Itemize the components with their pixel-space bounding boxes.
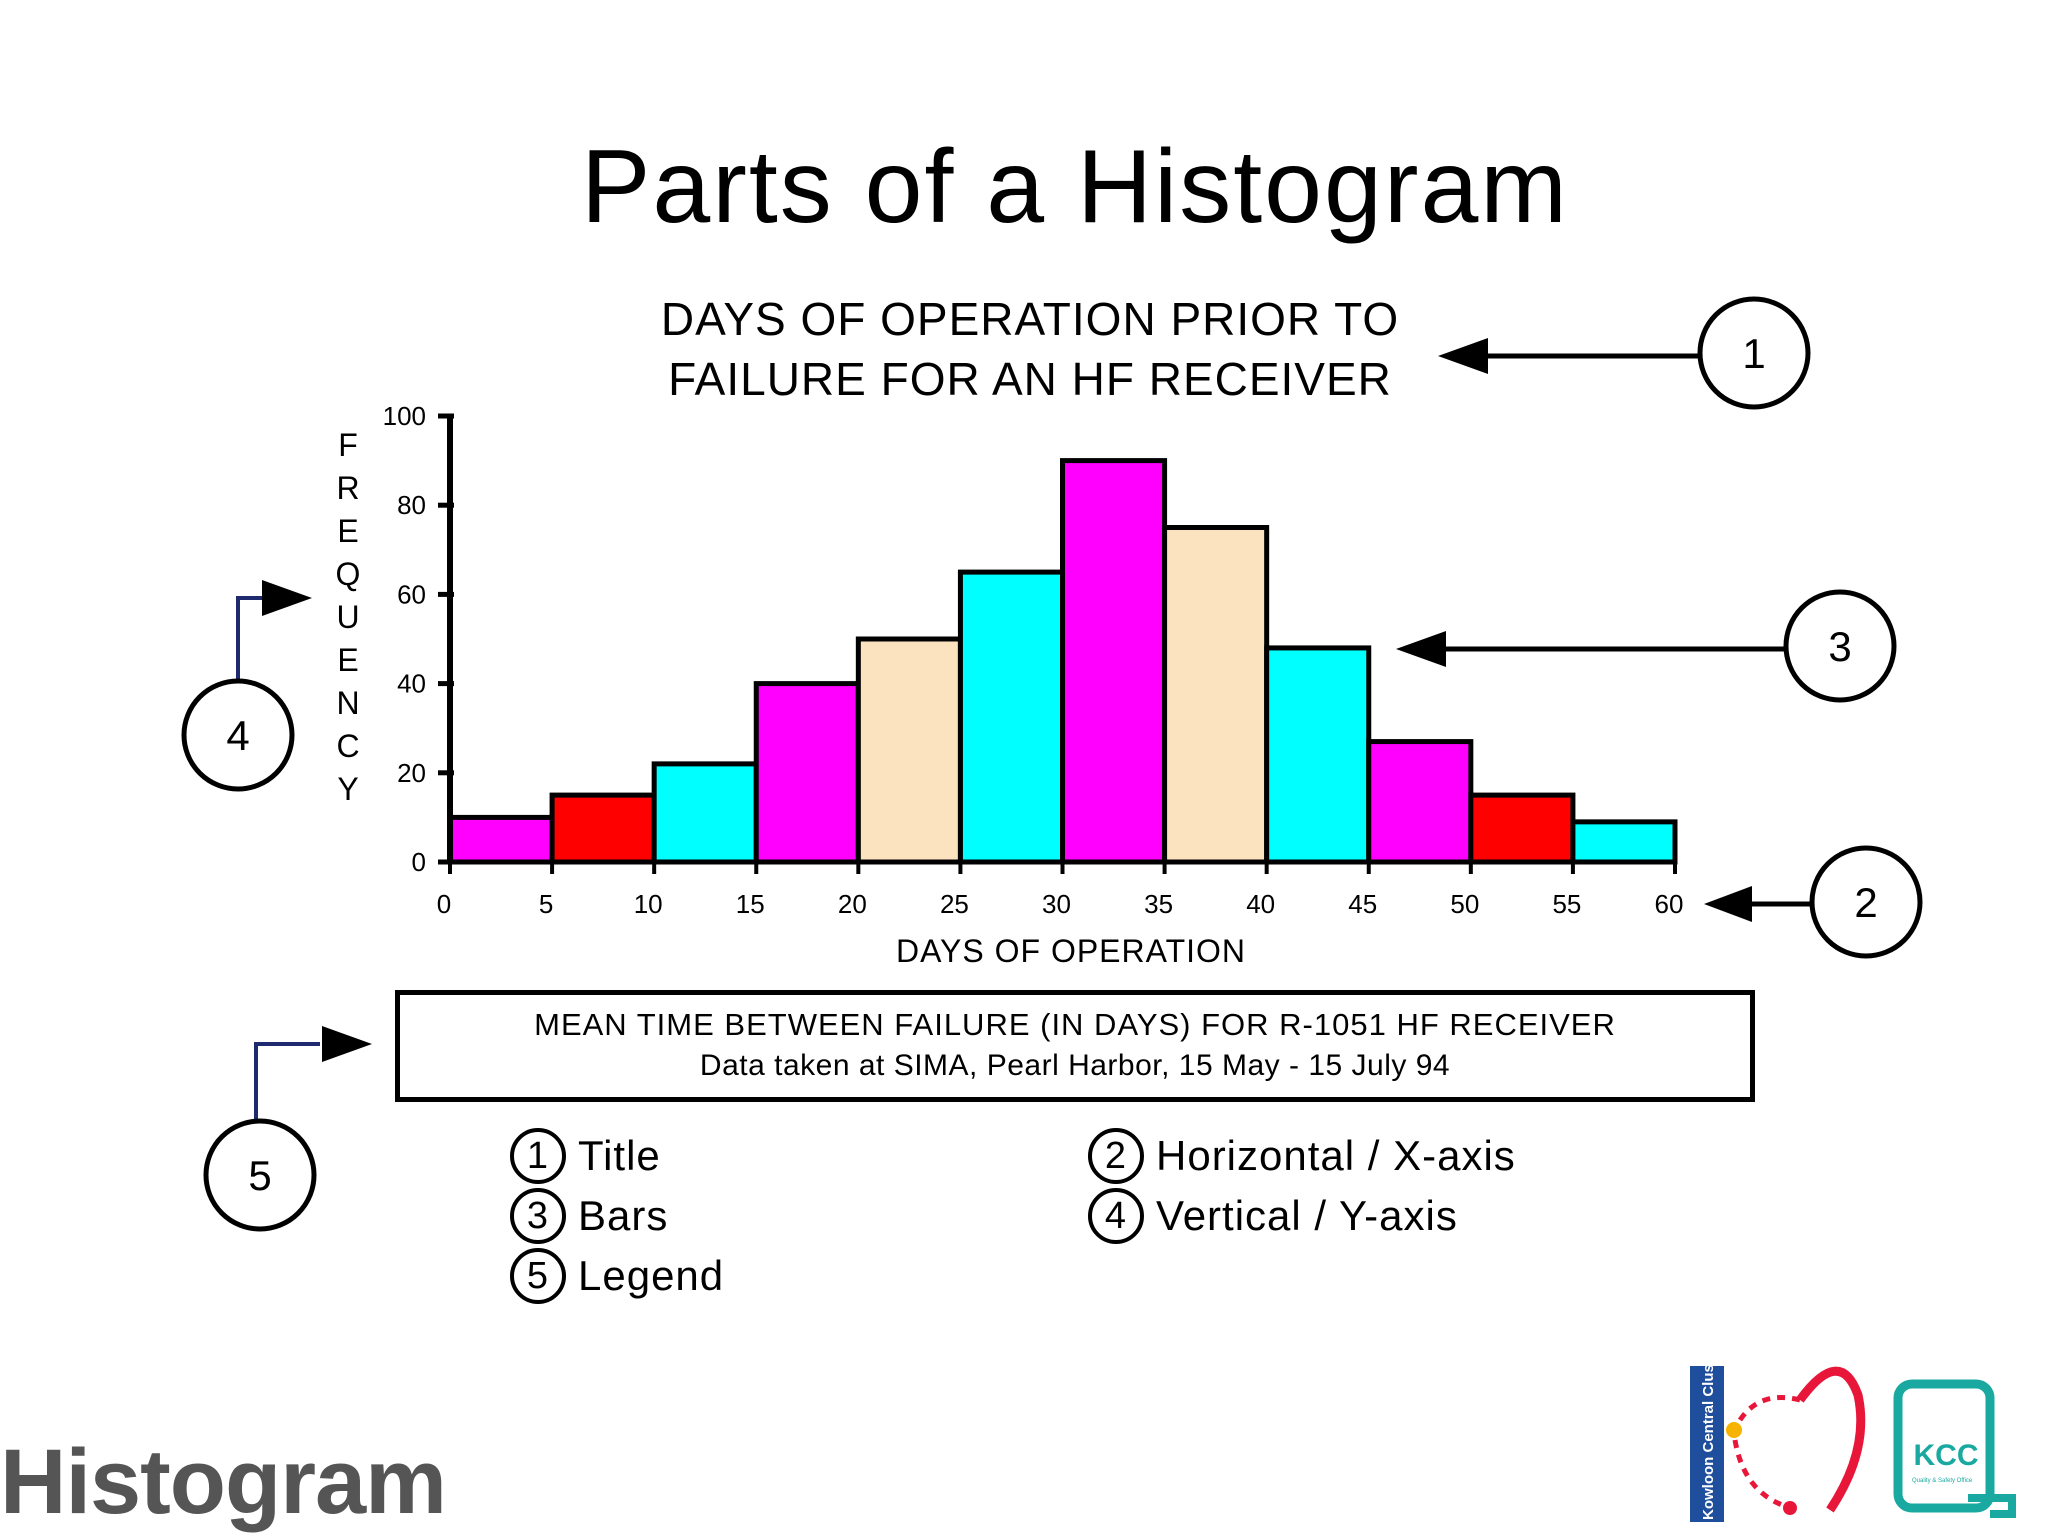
histogram-bar-5 (855, 636, 963, 865)
key-item-legend: 5 Legend (510, 1248, 724, 1304)
key-item-bars: 3 Bars (510, 1188, 668, 1244)
callout-1-title: 1 (1438, 296, 1811, 410)
logo-left-text: Kowloon Central Cluster (1700, 1345, 1717, 1520)
kcc-qs-logo: KCC Quality & Safety Office (1893, 1379, 2016, 1518)
y-axis-label-char: U (336, 599, 359, 635)
histogram-bar-8 (1162, 525, 1270, 865)
kcc-cluster-logo: Kowloon Central Cluster (1690, 1345, 1866, 1522)
histogram-bar-11 (1468, 792, 1576, 865)
y-tick-label: 20 (397, 758, 426, 788)
histogram-bar-10 (1366, 739, 1474, 865)
y-axis-label-char: E (337, 642, 358, 678)
x-tick-label: 35 (1144, 889, 1173, 919)
key-number: 5 (510, 1248, 566, 1304)
y-axis-label-char: N (336, 685, 359, 721)
x-tick-label: 25 (940, 889, 969, 919)
callout-3-bars: 3 (1396, 589, 1897, 703)
histogram-bar-2 (549, 792, 657, 865)
x-tick-label: 50 (1450, 889, 1479, 919)
callout-4-number: 4 (226, 712, 249, 759)
key-number: 2 (1088, 1128, 1144, 1184)
footer-word: Histogram (0, 1431, 447, 1533)
y-axis-label-char: R (336, 470, 359, 506)
legend-line-1: MEAN TIME BETWEEN FAILURE (IN DAYS) FOR … (534, 1007, 1616, 1042)
y-tick-label: 80 (397, 490, 426, 520)
x-tick-label: 10 (634, 889, 663, 919)
callout-3-number: 3 (1828, 623, 1851, 670)
key-item-title: 1 Title (510, 1128, 661, 1184)
x-tick-label: 0 (437, 889, 451, 919)
y-axis-label-char: F (338, 427, 358, 463)
y-axis-label-char: E (337, 513, 358, 549)
x-tick-label: 55 (1552, 889, 1581, 919)
x-axis-label: DAYS OF OPERATION (896, 933, 1246, 969)
histogram-bar-9 (1264, 645, 1372, 865)
y-tick-label: 100 (383, 401, 426, 431)
slide-title: Parts of a Histogram (581, 129, 1569, 245)
callout-5-number: 5 (248, 1152, 271, 1199)
chart-title-line-1: DAYS OF OPERATION PRIOR TO (660, 293, 1400, 345)
x-tick-label: 60 (1655, 889, 1684, 919)
callout-2-number: 2 (1854, 879, 1877, 926)
x-tick-label: 5 (539, 889, 553, 919)
key-item-x-axis: 2 Horizontal / X-axis (1088, 1128, 1516, 1184)
y-tick-label: 60 (397, 579, 426, 609)
histogram-bar-3 (651, 761, 759, 865)
key-label: Legend (578, 1252, 725, 1299)
callout-4-y-axis: 4 (181, 580, 312, 792)
key-label: Vertical / Y-axis (1156, 1192, 1458, 1239)
key-label: Title (578, 1132, 661, 1179)
y-axis-label-char: C (336, 728, 359, 764)
x-tick-labels: 0 5 10 15 20 25 30 35 40 45 50 55 60 (437, 889, 1684, 919)
x-tick-label: 20 (838, 889, 867, 919)
callout-2-x-axis: 2 (1704, 845, 1923, 959)
key-number: 3 (510, 1188, 566, 1244)
bars-layer (447, 458, 1678, 865)
callout-5-legend: 5 (203, 1026, 372, 1232)
histogram-bar-6 (957, 569, 1066, 865)
histogram-bar-1 (447, 814, 555, 865)
key-label: Bars (578, 1192, 669, 1239)
callout-1-number: 1 (1742, 330, 1765, 377)
key-item-y-axis: 4 Vertical / Y-axis (1088, 1188, 1458, 1244)
x-tick-label: 40 (1246, 889, 1275, 919)
y-tick-label: 0 (412, 847, 426, 877)
key-number: 4 (1088, 1188, 1144, 1244)
x-tick-label: 30 (1042, 889, 1071, 919)
chart-title-line-2: FAILURE FOR AN HF RECEIVER (668, 353, 1392, 405)
legend-line-2: Data taken at SIMA, Pearl Harbor, 15 May… (699, 1049, 1451, 1082)
histogram-bar-7 (1060, 458, 1168, 865)
y-tick-labels: 0 20 40 60 80 100 (383, 401, 426, 877)
y-tick-label: 40 (397, 669, 426, 699)
key-label: Horizontal / X-axis (1156, 1132, 1516, 1179)
chart-legend: MEAN TIME BETWEEN FAILURE (IN DAYS) FOR … (395, 990, 1755, 1102)
logo-right-subtext: Quality & Safety Office (1912, 1478, 1973, 1484)
histogram-bar-4 (753, 681, 861, 865)
y-axis-label-char: Y (337, 771, 358, 807)
y-axis-label-char: Q (336, 556, 361, 592)
x-tick-label: 15 (736, 889, 765, 919)
histogram-bar-12 (1570, 819, 1678, 865)
key-number: 1 (510, 1128, 566, 1184)
x-tick-label: 45 (1348, 889, 1377, 919)
logo-right-text: KCC (1914, 1439, 1979, 1472)
axes-layer (438, 413, 1677, 874)
